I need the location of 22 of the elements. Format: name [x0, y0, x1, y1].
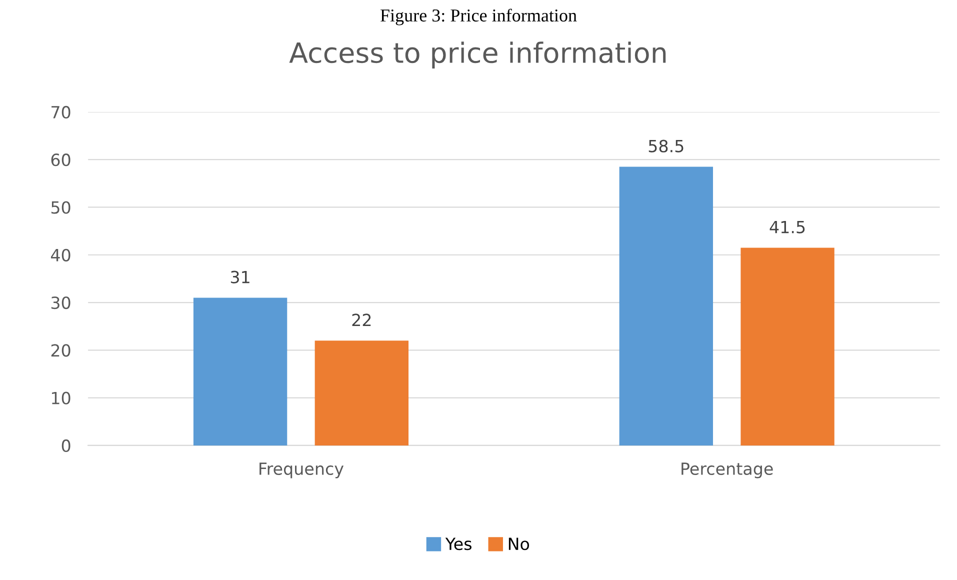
y-tick-label: 0: [62, 439, 70, 452]
bar: [193, 298, 288, 446]
bar: [619, 166, 713, 446]
y-tick-label: 10: [52, 392, 70, 404]
caption: Figure 3: Price information: [380, 8, 577, 26]
data-label: 41.5: [770, 220, 805, 234]
y-tick-label: 40: [50, 248, 70, 262]
legend-label: No: [508, 538, 530, 550]
y-tick-label: 50: [51, 201, 70, 214]
x-tick-label: Percentage: [682, 462, 773, 478]
bar: [740, 248, 834, 446]
data-label: 58.5: [648, 140, 684, 152]
chart-title: Access to price information: [289, 42, 666, 69]
data-label: 31: [230, 270, 250, 284]
y-tick-label: 30: [51, 296, 70, 310]
y-tick-label: 60: [51, 154, 70, 166]
data-label: 22: [352, 314, 371, 326]
y-tick-label: 70: [52, 106, 70, 119]
y-tick-label: 20: [51, 344, 70, 357]
x-tick-label: Frequency: [260, 462, 344, 478]
legend-label: Yes: [445, 538, 472, 550]
bar: [314, 340, 409, 446]
